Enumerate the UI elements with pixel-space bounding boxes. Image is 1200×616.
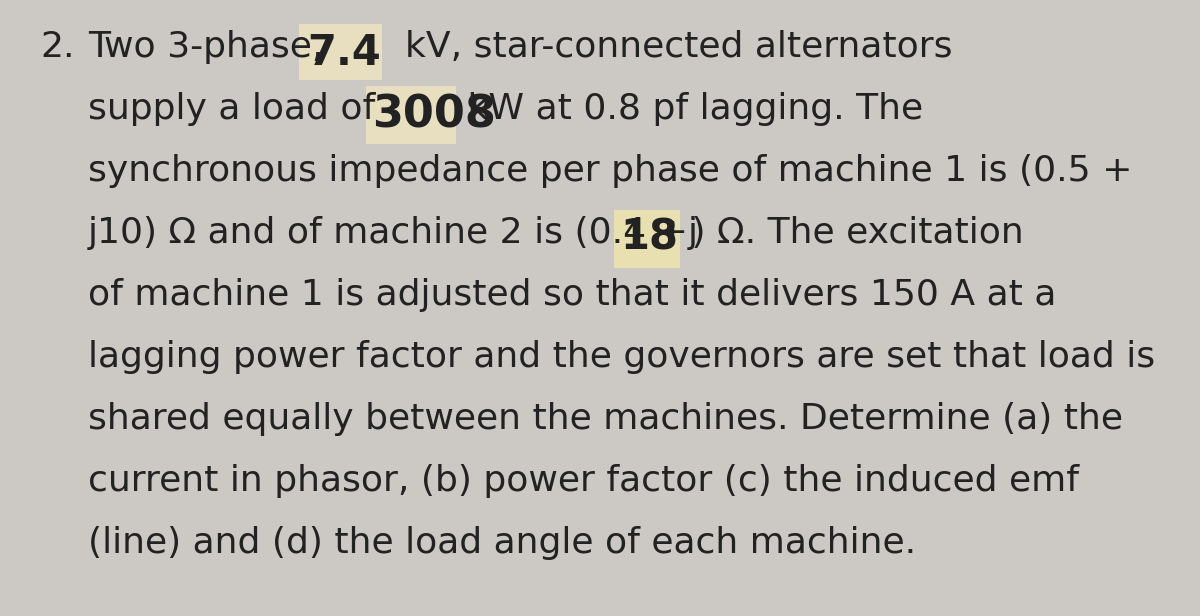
Bar [366,86,456,144]
Text: supply a load of: supply a load of [88,92,386,126]
Bar [614,210,680,268]
Bar [299,24,382,80]
Text: 18: 18 [620,217,678,259]
Text: shared equally between the machines. Determine (a) the: shared equally between the machines. Det… [88,402,1123,436]
Text: of machine 1 is adjusted so that it delivers 150 A at a: of machine 1 is adjusted so that it deli… [88,278,1056,312]
Text: (line) and (d) the load angle of each machine.: (line) and (d) the load angle of each ma… [88,526,916,560]
Text: kV, star-connected alternators: kV, star-connected alternators [382,30,953,64]
Text: 2.: 2. [40,30,74,64]
Text: kW at 0.8 pf lagging. The: kW at 0.8 pf lagging. The [456,92,923,126]
Text: synchronous impedance per phase of machine 1 is (0.5 +: synchronous impedance per phase of machi… [88,154,1133,188]
Text: j10) Ω and of machine 2 is (0.4 +j: j10) Ω and of machine 2 is (0.4 +j [88,216,698,250]
Text: current in phasor, (b) power factor (c) the induced emf: current in phasor, (b) power factor (c) … [88,464,1079,498]
Text: Two 3-phase,: Two 3-phase, [88,30,335,64]
Text: 7.4: 7.4 [307,32,380,74]
Text: 3008: 3008 [372,93,496,136]
Text: lagging power factor and the governors are set that load is: lagging power factor and the governors a… [88,340,1156,374]
Text: ) Ω. The excitation: ) Ω. The excitation [680,216,1024,250]
